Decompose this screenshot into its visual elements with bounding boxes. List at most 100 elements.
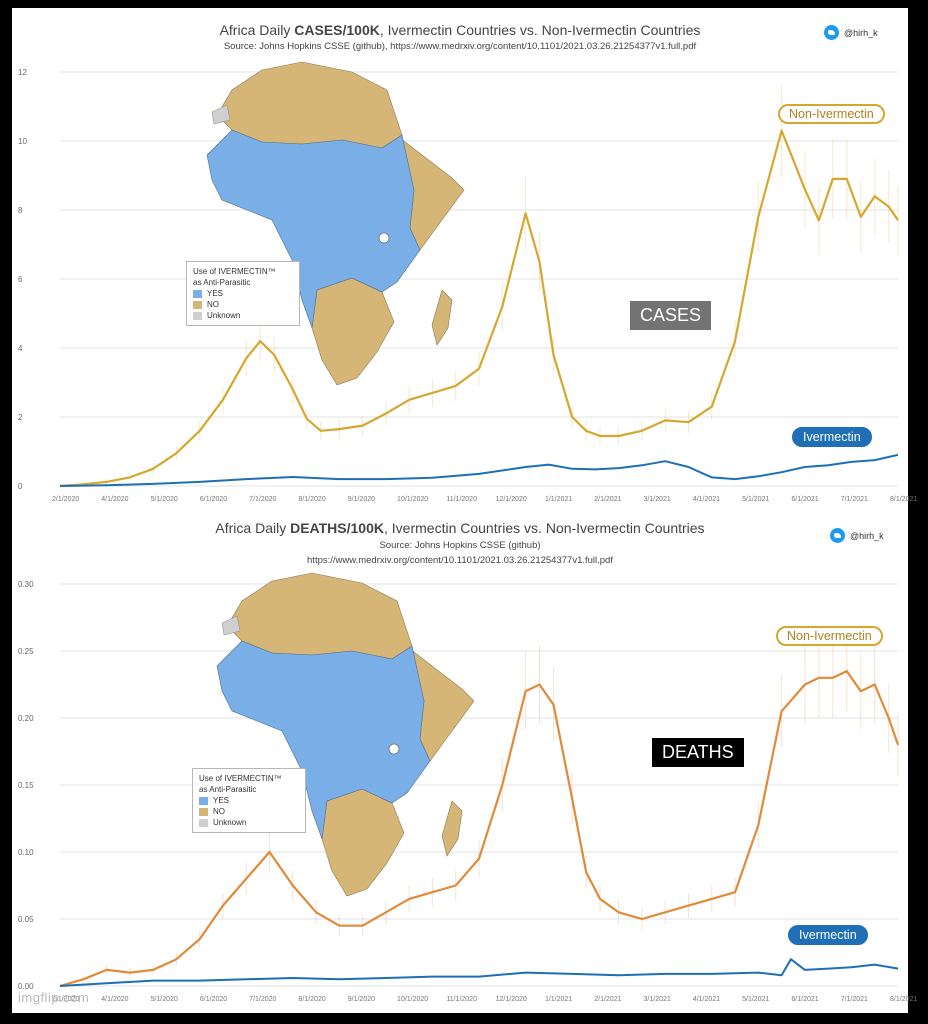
y-tick-label: 0.20 (18, 714, 34, 723)
x-tick-label: 5/1/2021 (742, 996, 769, 1003)
map-no-region (226, 572, 475, 897)
x-tick-label: 9/1/2020 (348, 996, 375, 1003)
map-yes-region (206, 129, 421, 329)
deaths-chart: 0.00 0.05 0.10 0.15 0.20 0.25 0.30 2/1/2020 4/1/… (18, 580, 917, 1003)
y-tick-label: 0.05 (18, 915, 34, 924)
cases-title-bold: CASES/100K (294, 22, 380, 38)
x-tick-label: 3/1/2021 (644, 996, 671, 1003)
map-yes-region (216, 640, 431, 840)
x-tick-label: 7/1/2020 (249, 496, 276, 503)
cases-subtitle: Source: Johns Hopkins CSSE (github), htt… (223, 41, 697, 52)
deaths-title-pre: Africa Daily (215, 520, 291, 536)
y-tick-label: 0.25 (18, 647, 34, 656)
x-tick-label: 2/1/2020 (52, 996, 79, 1003)
y-tick-label: 0 (18, 482, 23, 491)
legend-title-line2: as Anti-Parasitic (199, 785, 257, 794)
legend-yes-label: YES (207, 289, 224, 298)
x-tick-label: 12/1/2020 (496, 496, 527, 503)
x-tick-label: 7/1/2021 (841, 996, 868, 1003)
deaths-tag-non-ivermectin: Non-Ivermectin (776, 626, 883, 646)
cases-tag-non-ivermectin: Non-Ivermectin (778, 104, 885, 124)
legend-item-unknown: Unknown (199, 817, 299, 828)
legend-item-no: NO (193, 299, 293, 310)
x-tick-label: 10/1/2020 (397, 496, 428, 503)
x-tick-label: 6/1/2021 (791, 496, 818, 503)
y-tick-label: 2 (18, 413, 23, 422)
x-tick-label: 4/1/2021 (693, 996, 720, 1003)
x-tick-label: 7/1/2020 (249, 996, 276, 1003)
x-tick-label: 9/1/2020 (348, 496, 375, 503)
x-tick-label: 3/1/2021 (644, 496, 671, 503)
twitter-handle-top: @hirh_k (824, 25, 878, 40)
x-tick-label: 1/1/2021 (545, 496, 572, 503)
x-tick-label: 6/1/2020 (200, 996, 227, 1003)
cases-tag-ivermectin: Ivermectin (792, 427, 872, 447)
africa-map-cases (152, 60, 472, 395)
x-tick-label: 7/1/2021 (841, 496, 868, 503)
twitter-handle-text: @hirh_k (850, 530, 884, 541)
legend-item-yes: YES (199, 795, 299, 806)
legend-no-label: NO (207, 300, 219, 309)
map-legend-cases: Use of IVERMECTIN™ as Anti-Parasitic YES… (186, 261, 300, 326)
y-tick-label: 10 (18, 137, 27, 146)
map-unknown-region (211, 104, 390, 244)
x-tick-label: 5/1/2020 (151, 496, 178, 503)
deaths-subtitle-line2: https://www.medrxiv.org/content/10.1101/… (307, 555, 613, 566)
x-tick-label: 5/1/2020 (151, 996, 178, 1003)
cases-title-post: , Ivermectin Countries vs. Non-Ivermecti… (379, 22, 701, 38)
legend-title-line1: Use of IVERMECTIN™ (193, 267, 276, 276)
deaths-subtitle-line1: Source: Johns Hopkins CSSE (github) (379, 540, 541, 551)
legend-no-label: NO (213, 807, 225, 816)
legend-title-line1: Use of IVERMECTIN™ (199, 774, 282, 783)
legend-unknown-label: Unknown (213, 818, 247, 827)
x-tick-label: 11/1/2020 (446, 996, 477, 1003)
series-line-non-ivermectin (59, 670, 900, 988)
twitter-icon (824, 25, 839, 40)
deaths-tag-ivermectin: Ivermectin (788, 925, 868, 945)
y-tick-label: 0.00 (18, 982, 34, 991)
x-tick-label: 2/1/2021 (594, 496, 621, 503)
x-tick-label: 2/1/2020 (52, 496, 79, 503)
x-tick-label: 8/1/2020 (298, 996, 325, 1003)
y-tick-label: 6 (18, 275, 23, 284)
x-tick-label: 12/1/2020 (496, 996, 527, 1003)
cases-title: Africa Daily CASES/100K, Ivermectin Coun… (12, 22, 908, 38)
y-tick-label: 12 (18, 68, 27, 77)
legend-unknown-label: Unknown (207, 311, 241, 320)
legend-item-yes: YES (193, 288, 293, 299)
x-tick-label: 8/1/2021 (890, 496, 917, 503)
x-tick-label: 6/1/2021 (791, 996, 818, 1003)
deaths-box-label: DEATHS (652, 738, 744, 767)
x-tick-label: 4/1/2020 (101, 496, 128, 503)
series-line-non-ivermectin (59, 129, 899, 488)
deaths-title: Africa Daily DEATHS/100K, Ivermectin Cou… (12, 520, 908, 536)
twitter-handle-bottom: @hirh_k (830, 528, 884, 543)
watermark: imgflip.com (18, 990, 90, 1005)
y-tick-label: 0.10 (18, 848, 34, 857)
deaths-title-post: , Ivermectin Countries vs. Non-Ivermecti… (384, 520, 705, 536)
map-legend-deaths: Use of IVERMECTIN™ as Anti-Parasitic YES… (192, 768, 306, 833)
x-tick-label: 5/1/2021 (742, 496, 769, 503)
map-unknown-region (221, 615, 400, 755)
y-tick-label: 8 (18, 206, 23, 215)
series-line-ivermectin (59, 453, 899, 487)
x-tick-label: 2/1/2021 (594, 996, 621, 1003)
twitter-handle-text: @hirh_k (844, 27, 878, 38)
cases-box-label: CASES (630, 301, 712, 330)
y-tick-label: 0.30 (18, 580, 34, 589)
y-tick-label: 4 (18, 344, 23, 353)
y-tick-label: 0.15 (18, 781, 34, 790)
legend-yes-label: YES (213, 796, 230, 805)
map-no-region (216, 61, 465, 386)
cases-chart: 0 2 4 6 8 10 12 2/1/2020 4/1/2020 5/1/2020 6/1/202… (18, 68, 917, 503)
x-tick-label: 10/1/2020 (397, 996, 428, 1003)
x-tick-label: 11/1/2020 (446, 496, 477, 503)
cases-title-pre: Africa Daily (219, 22, 295, 38)
x-tick-label: 4/1/2021 (693, 496, 720, 503)
figure-frame: Africa Daily CASES/100K, Ivermectin Coun… (12, 8, 917, 1013)
x-tick-label: 4/1/2020 (101, 996, 128, 1003)
x-tick-label: 8/1/2021 (890, 996, 917, 1003)
twitter-icon (830, 528, 845, 543)
legend-item-no: NO (199, 806, 299, 817)
x-tick-label: 8/1/2020 (298, 496, 325, 503)
